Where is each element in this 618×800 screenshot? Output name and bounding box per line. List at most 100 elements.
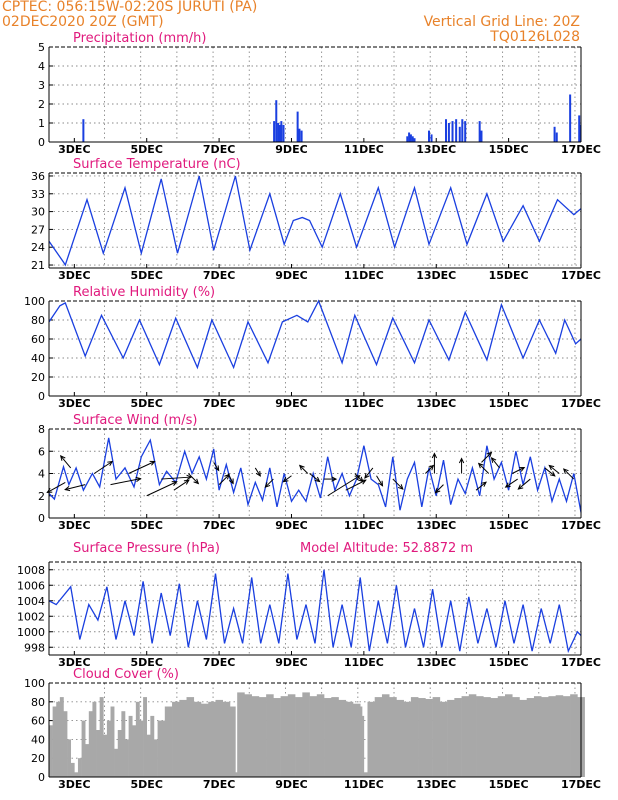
x-tick-label: 15DEC — [489, 778, 529, 791]
x-tick-label: 3DEC — [58, 519, 90, 532]
precip-bar — [408, 132, 411, 142]
cloud-cover-column — [302, 692, 310, 777]
cloud-cover-column — [367, 701, 376, 777]
cloud-cover-column — [555, 695, 564, 777]
cloud-cover-column — [235, 772, 238, 777]
precip-bar — [406, 136, 409, 142]
wind-arrow-shaft — [548, 465, 560, 474]
x-tick-label: 11DEC — [344, 143, 384, 156]
cloud-cover-column — [526, 698, 535, 777]
precip-bar — [461, 119, 464, 142]
x-tick-label: 5DEC — [131, 269, 163, 282]
wind-arrow-shaft — [376, 475, 383, 486]
cloud-cover-column — [201, 703, 209, 777]
cloud-cover-column — [222, 701, 231, 777]
precip-bar — [82, 119, 85, 142]
precip-bar — [430, 134, 433, 142]
precip-bar — [298, 128, 301, 142]
x-tick-label: 7DEC — [203, 143, 235, 156]
wind-arrow-head — [171, 481, 178, 486]
wind-arrow — [146, 481, 178, 497]
precip-bar — [280, 121, 283, 142]
wind-arrow — [562, 468, 575, 480]
x-tick-label: 9DEC — [275, 778, 307, 791]
x-tick-label: 7DEC — [203, 656, 235, 669]
wind-arrow-head — [64, 486, 71, 492]
wind-arrow-shaft — [173, 479, 190, 491]
wind-arrow — [309, 473, 321, 483]
wind-arrow-head — [59, 455, 66, 461]
precip-bar — [579, 124, 582, 142]
x-tick-label: 13DEC — [416, 778, 456, 791]
cloud-cover-column — [99, 697, 104, 777]
cloud-cover-column — [49, 725, 53, 777]
wind-arrow — [227, 473, 234, 485]
wind-arrow-shaft — [110, 478, 141, 486]
cloud-cover-column — [570, 694, 578, 777]
cloud-cover-column — [153, 739, 158, 777]
cloud-cover-column — [454, 698, 462, 777]
cloud-cover-column — [128, 715, 133, 777]
wind-arrow-head — [331, 476, 338, 482]
wind-arrow-head — [193, 478, 200, 485]
wind-arrow — [392, 478, 404, 490]
cloud-cover-column — [295, 697, 303, 777]
cloud-cover-column — [425, 698, 433, 777]
cloud-cover-column — [139, 720, 144, 777]
wind-arrow-shaft — [227, 473, 234, 484]
wind-arrow-head — [107, 460, 114, 467]
precip-bar — [578, 115, 581, 142]
cloud-cover-column — [418, 698, 426, 777]
wind-arrow-shaft — [354, 473, 364, 482]
cloud-cover-column — [476, 696, 484, 777]
wind-arrow-shaft — [146, 481, 177, 497]
wind-arrow-head — [228, 478, 234, 485]
cloud-cover-column — [483, 697, 491, 777]
x-tick-label: 3DEC — [58, 397, 90, 410]
wind-arrow-shaft — [491, 457, 500, 469]
x-tick-label: 13DEC — [416, 143, 456, 156]
wind-arrow — [59, 455, 72, 469]
wind-arrow-shaft — [65, 484, 86, 491]
panel-cloud: 0 20 40 60 80 100 3DEC 5DEC 7DEC 9DEC 11DEC 13DEC 15… — [24, 667, 601, 791]
panel-title: Precipitation (mm/h) — [73, 31, 206, 46]
y-tick-label: 40 — [31, 733, 45, 746]
x-tick-label: 13DEC — [416, 269, 456, 282]
y-tick-label: 100 — [24, 677, 45, 690]
cloud-cover-column — [381, 694, 390, 777]
x-tick-label: 15DEC — [489, 269, 529, 282]
precip-bar — [478, 121, 481, 142]
precip-bar — [411, 136, 414, 142]
x-tick-label: 15DEC — [489, 397, 529, 410]
cloud-cover-column — [331, 697, 339, 777]
y-tick-label: 1004 — [17, 595, 45, 608]
wind-arrow-shaft — [60, 455, 72, 469]
y-tick-label: 4 — [38, 60, 45, 73]
wind-arrow — [187, 473, 200, 485]
y-tick-label: 2 — [38, 98, 45, 111]
wind-arrow-head — [357, 476, 364, 483]
y-tick-label: 33 — [31, 188, 45, 201]
wind-arrow-head — [135, 476, 142, 483]
wind-arrow-head — [378, 480, 384, 487]
wind-arrow-head — [481, 481, 487, 487]
cloud-cover-column — [150, 715, 155, 777]
cloud-cover-column — [403, 701, 412, 777]
precip-bar — [445, 119, 448, 142]
cloud-cover-column — [146, 734, 151, 777]
wind-arrow — [376, 475, 384, 487]
cloud-cover-column — [577, 697, 582, 777]
cloud-cover-column — [215, 699, 224, 777]
wind-arrow-head — [548, 464, 555, 471]
y-tick-label: 36 — [31, 170, 45, 183]
y-tick-label: 24 — [31, 241, 45, 254]
x-tick-label: 3DEC — [58, 656, 90, 669]
wind-arrow-shaft — [254, 467, 261, 477]
wind-arrow — [512, 466, 526, 474]
cloud-cover-column — [81, 720, 86, 777]
wind-arrow — [218, 473, 230, 485]
cloud-cover-column — [512, 697, 520, 777]
y-tick-label: 3 — [38, 79, 45, 92]
x-tick-label: 11DEC — [344, 519, 384, 532]
vertical-grid-line-note: Vertical Grid Line: 20Z — [423, 14, 580, 30]
